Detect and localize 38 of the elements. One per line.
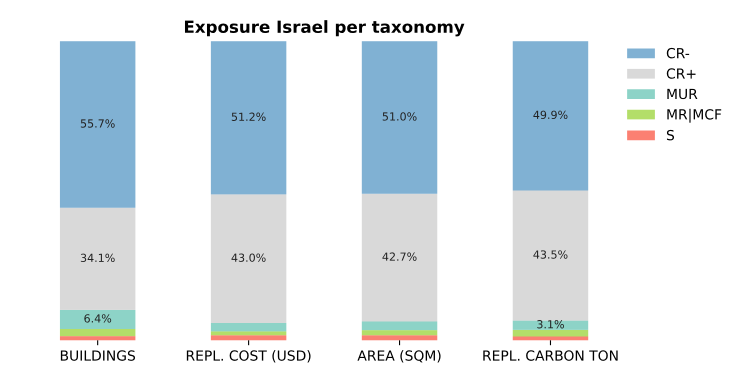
bar: [210, 331, 286, 336]
data-label: 51.0%: [382, 112, 417, 121]
legend-label: CR-: [666, 48, 690, 58]
data-label: 43.0%: [232, 253, 266, 262]
legend-label: S: [666, 130, 674, 140]
bar: [362, 194, 438, 322]
bar: [60, 208, 136, 310]
legend-label: MR|MCF: [667, 108, 722, 123]
legend-label: CR+: [666, 68, 696, 79]
bar: [60, 41, 136, 208]
bar: [362, 330, 438, 336]
bar: [512, 336, 588, 340]
bar: [60, 336, 136, 340]
bar: [210, 322, 286, 332]
data-label: 51.2%: [232, 112, 266, 121]
chart-title: Exposure Israel per taxonomy: [184, 20, 464, 36]
bar: [512, 190, 588, 321]
bar: [512, 41, 588, 190]
data-label: 6.4%: [84, 314, 112, 323]
bar: [210, 41, 286, 194]
bar: [60, 328, 136, 336]
data-label: 3.1%: [537, 320, 564, 328]
data-label: 55.7%: [80, 119, 115, 128]
x-tick-label: REPL. COST (USD): [186, 350, 311, 362]
bar: [362, 321, 438, 330]
x-tick-label: BUILDINGS: [60, 350, 136, 361]
data-label: 34.1%: [80, 254, 115, 262]
bar: [60, 310, 136, 329]
bar: [512, 330, 588, 336]
data-label: 43.5%: [533, 250, 568, 259]
data-label: 42.7%: [382, 252, 417, 261]
bar: [362, 41, 438, 194]
bar: [512, 320, 588, 330]
legend-label: MUR: [667, 88, 698, 100]
x-tick-label: AREA (SQM): [357, 350, 441, 362]
bar: [210, 194, 286, 323]
data-label: 49.9%: [533, 110, 568, 120]
x-tick-label: REPL. CARBON TON: [483, 350, 618, 361]
